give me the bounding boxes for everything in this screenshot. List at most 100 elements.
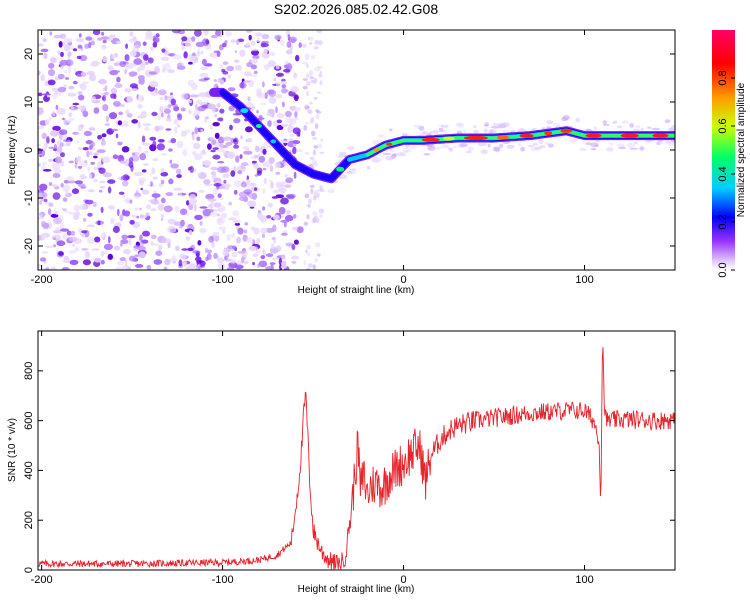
speckle-blob [107, 66, 114, 71]
y-tick-label: 200 [23, 511, 35, 529]
speckle-blob [203, 77, 210, 81]
speckle-blob [152, 140, 157, 148]
speckle-blob [254, 174, 259, 177]
speckle-blob [293, 117, 300, 121]
speckle-blob [128, 255, 137, 262]
speckle-blob [112, 225, 120, 234]
speckle-blob [48, 203, 54, 207]
speckle-blob [84, 160, 88, 164]
speckle-blob [81, 185, 87, 189]
speckle-blob [56, 107, 66, 115]
speckle-blob [402, 148, 412, 153]
speckle-blob [248, 34, 252, 41]
colorbar: 0.0 0.2 0.4 0.6 0.8 Normalized spectral ampl… [712, 30, 747, 278]
speckle-blob [65, 77, 70, 80]
speckle-blob [104, 123, 111, 127]
speckle-blob [97, 220, 101, 226]
speckle-blob [173, 106, 180, 112]
speckle-blob [84, 199, 94, 205]
speckle-blob [186, 200, 190, 206]
speckle-blob [70, 105, 74, 110]
speckle-blob [270, 181, 274, 189]
speckle-blob [219, 143, 224, 148]
speckle-blob [319, 70, 322, 74]
speckle-blob [205, 39, 210, 45]
ridge-hotspot [620, 133, 639, 138]
speckle-blob [60, 152, 65, 158]
speckle-blob [602, 120, 608, 125]
speckle-blob [258, 155, 266, 163]
speckle-blob [222, 248, 229, 256]
chart-title: S202.2026.085.02.42.G08 [274, 1, 438, 17]
speckle-blob [100, 140, 107, 146]
speckle-blob [48, 62, 55, 69]
speckle-blob [160, 197, 166, 204]
speckle-blob [492, 123, 499, 126]
speckle-blob [286, 41, 292, 48]
speckle-blob [294, 107, 301, 112]
speckle-blob [463, 129, 467, 134]
speckle-blob [161, 48, 166, 53]
speckle-blob [115, 222, 121, 226]
speckle-blob [502, 129, 508, 133]
speckle-blob [43, 142, 48, 149]
speckle-blob [77, 105, 86, 110]
speckle-blob [413, 124, 422, 128]
speckle-blob [89, 173, 92, 180]
speckle-blob [90, 161, 95, 165]
speckle-blob [101, 133, 107, 138]
y-tick-label: 400 [23, 461, 35, 479]
speckle-blob [61, 233, 68, 240]
speckle-blob [311, 130, 316, 137]
speckle-blob [292, 226, 298, 231]
speckle-blob [137, 104, 143, 109]
speckle-blob [254, 145, 260, 153]
speckle-blob [52, 192, 61, 200]
speckle-blob [400, 152, 407, 157]
speckle-blob [289, 119, 297, 125]
speckle-blob [314, 39, 319, 46]
speckle-blob [222, 173, 230, 178]
speckle-blob [67, 51, 72, 57]
speckle-blob [502, 122, 510, 127]
speckle-blob [158, 113, 161, 121]
speckle-blob [640, 127, 644, 131]
speckle-blob [306, 214, 310, 220]
speckle-blob [222, 230, 226, 234]
speckle-blob [194, 214, 203, 221]
speckle-blob [281, 84, 287, 89]
speckle-blob [210, 201, 215, 205]
speckle-blob [218, 226, 227, 231]
speckle-blob [87, 189, 95, 193]
speckle-blob [264, 92, 268, 99]
speckle-blob [101, 96, 105, 101]
speckle-blob [313, 77, 318, 84]
speckle-blob [243, 80, 246, 84]
speckle-blob [225, 142, 233, 146]
speckle-blob [228, 105, 235, 112]
speckle-blob [133, 171, 143, 177]
speckle-blob [196, 136, 201, 142]
speckle-blob [285, 214, 294, 222]
speckle-blob [52, 125, 61, 131]
speckle-blob [142, 41, 147, 46]
speckle-blob [185, 236, 191, 241]
speckle-blob [194, 153, 203, 161]
speckle-blob [319, 213, 323, 218]
speckle-blob [107, 236, 111, 244]
speckle-blob [219, 197, 224, 201]
speckle-blob [198, 172, 207, 180]
speckle-blob [315, 113, 320, 120]
speckle-blob [59, 129, 68, 136]
speckle-blob [174, 126, 178, 134]
speckle-blob [506, 144, 515, 149]
speckle-blob [165, 128, 172, 131]
speckle-blob [88, 127, 96, 131]
speckle-blob [62, 117, 65, 121]
speckle-blob [313, 46, 319, 50]
speckle-blob [62, 197, 68, 202]
speckle-blob [313, 145, 319, 149]
speckle-blob [131, 119, 139, 124]
speckle-blob [120, 239, 129, 245]
speckle-blob [203, 30, 209, 36]
